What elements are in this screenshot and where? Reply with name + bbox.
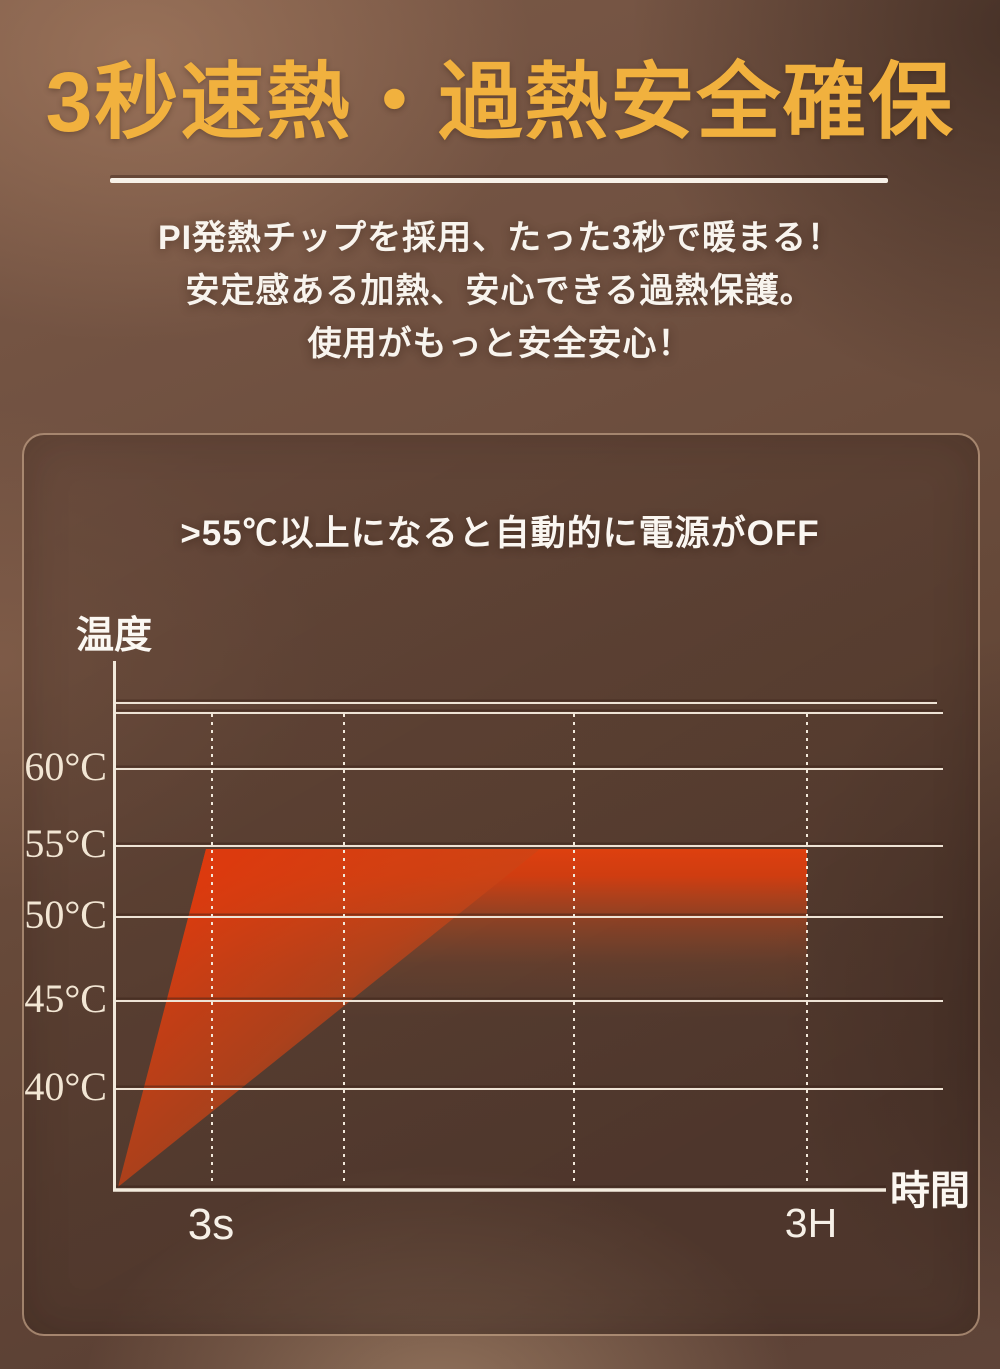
gridline-shadows [113,699,943,1188]
title-divider [110,178,888,183]
y-tick-60c: 60°C [24,744,107,789]
x-tick-3s: 3s [188,1200,234,1249]
x-tick-3h: 3H [785,1200,837,1246]
temperature-area-spike [118,849,540,1187]
y-tick-45c: 45°C [24,976,107,1021]
v-gridlines [211,714,808,1186]
intro-line-2: 安定感ある加熱、安心できる過熱保護。 [185,272,815,310]
intro-line-3: 使用がもっと安全安心！ [307,325,693,363]
y-tick-50c: 50°C [24,892,107,937]
intro-text: PI発熱チップを採用、たった3秒で暖まる！ 安定感ある加熱、安心できる過熱保護。… [0,212,1000,371]
panel-heading: >55℃以上になると自動的に電源がOFF [180,514,820,553]
page-title: 3秒速熱・過熱安全確保 [45,55,955,149]
y-tick-40c: 40°C [24,1064,107,1109]
intro-line-1: PI発熱チップを採用、たった3秒で暖まる！ [157,219,843,257]
y-axis-label: 温度 [76,615,152,657]
h-gridlines [113,702,943,1090]
y-tick-55c: 55°C [24,821,107,866]
x-axis-label: 時間 [890,1169,970,1213]
temperature-chart: 温度 60°C 55°C 50°C 45°C 40°C 3s 3H 時間 [24,615,970,1249]
